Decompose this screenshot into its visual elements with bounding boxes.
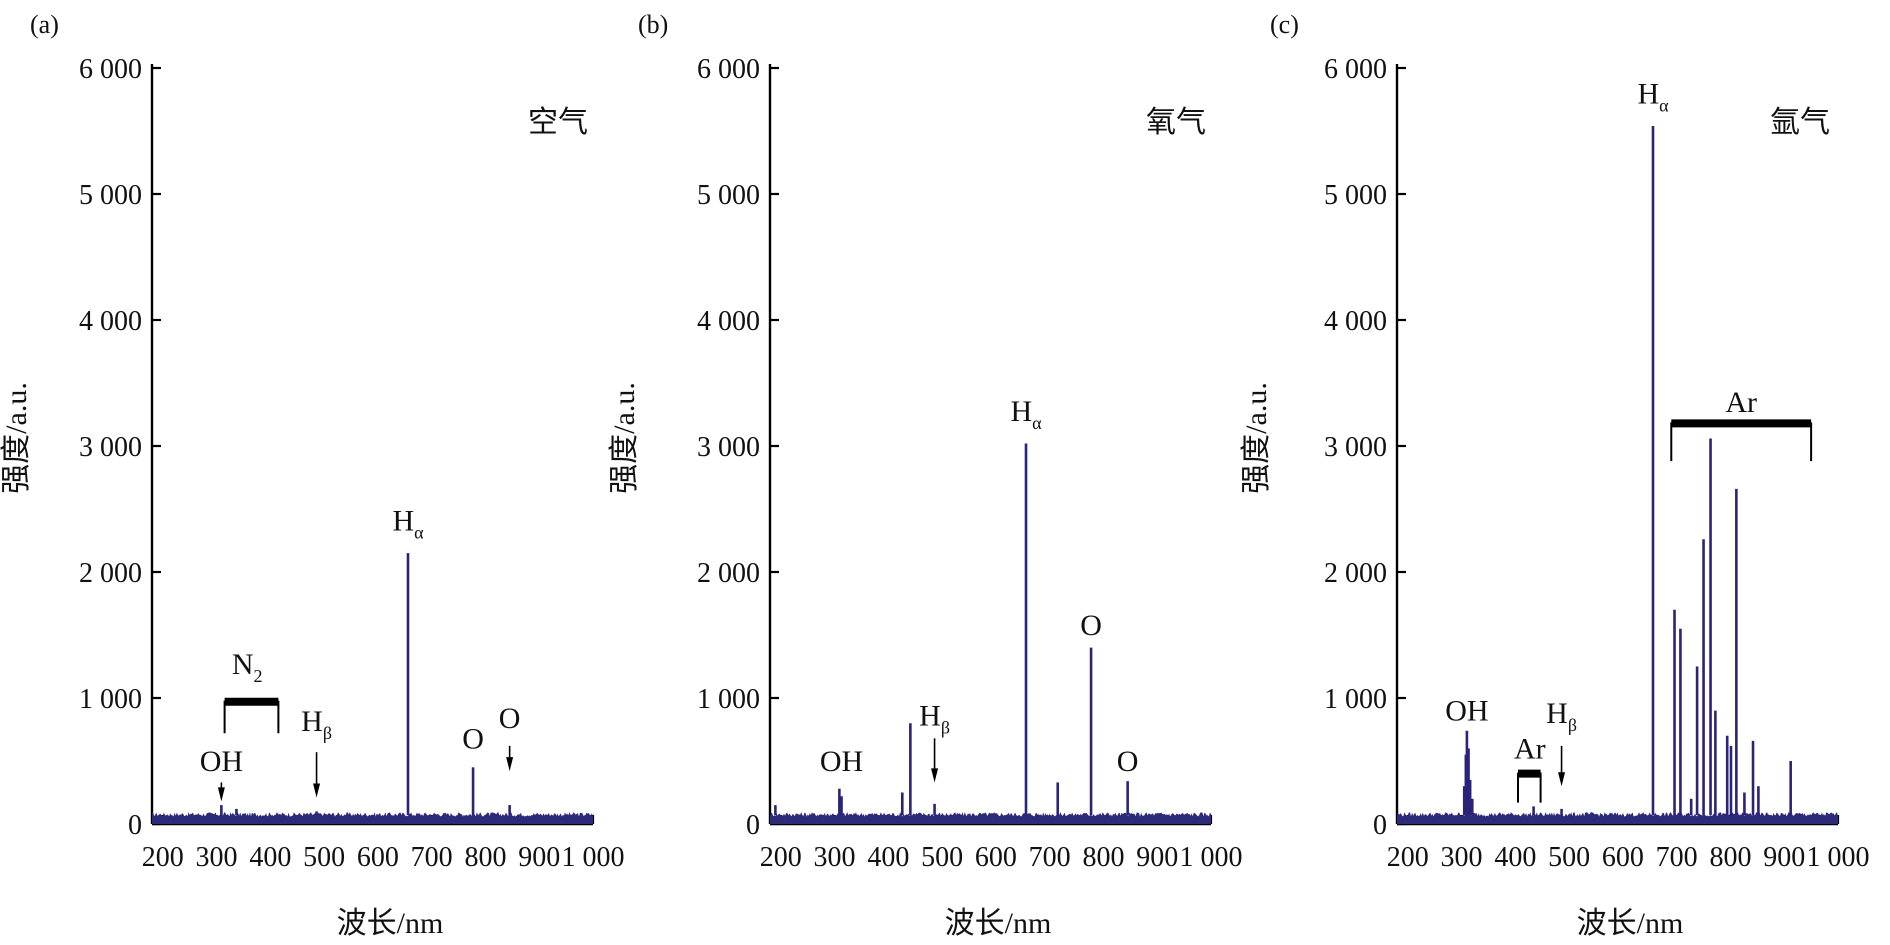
x-tick-label: 300: [196, 842, 238, 873]
legend-text: 空气: [528, 106, 588, 139]
y-tick-label: 6 000: [1324, 54, 1387, 85]
y-tick-label: 5 000: [79, 180, 142, 211]
y-tick-label: 2 000: [1324, 558, 1387, 589]
y-tick-label: 4 000: [697, 306, 760, 337]
peak-annotation: OH: [820, 745, 863, 778]
y-tick-label: 6 000: [697, 54, 760, 85]
y-axis-label: 强度/a.u.: [1240, 382, 1273, 494]
y-tick-label: 2 000: [697, 558, 760, 589]
panel-label: (c): [1270, 10, 1299, 39]
panel-a: (a) 空气 波长/nm 强度/a.u. 0 1 000 2 000 3 000 4 0…: [0, 10, 625, 940]
y-tick-label: 0: [128, 810, 142, 841]
arrow-head: [1558, 772, 1566, 787]
baseline-noise: [152, 812, 593, 824]
x-axis-label: 波长/nm: [945, 907, 1052, 940]
x-tick-label: 600: [357, 842, 399, 873]
legend-text: 氧气: [1146, 106, 1206, 139]
x-tick-label: 800: [1082, 842, 1124, 873]
x-tick-label: 1 000: [562, 842, 625, 873]
peak-annotation: Hβ: [1546, 697, 1577, 735]
x-tick-label: 800: [464, 842, 506, 873]
x-tick-label: 200: [760, 842, 802, 873]
peak-annotation: Hα: [392, 504, 424, 542]
x-tick-label: 500: [921, 842, 963, 873]
y-tick-label: 5 000: [1324, 180, 1387, 211]
arrow-head: [506, 757, 514, 772]
x-tick-label: 600: [975, 842, 1017, 873]
x-tick-label: 700: [1656, 842, 1698, 873]
y-tick-label: 1 000: [79, 684, 142, 715]
arrow-head: [931, 768, 939, 783]
peak-annotation: O: [1117, 745, 1139, 778]
peak-annotation: O: [1080, 609, 1102, 642]
peak-annotation: N2: [232, 648, 263, 686]
x-tick-label: 300: [814, 842, 856, 873]
x-axis-label: 波长/nm: [1577, 907, 1684, 940]
peak-annotation: OH: [200, 745, 243, 778]
bracket-outline: [223, 700, 280, 734]
x-tick-label: 500: [1548, 842, 1590, 873]
y-tick-label: 4 000: [1324, 306, 1387, 337]
x-tick-label: 300: [1441, 842, 1483, 873]
peak-annotation: Ar: [1514, 732, 1546, 765]
x-tick-label: 800: [1709, 842, 1751, 873]
x-tick-label: 200: [1387, 842, 1429, 873]
y-tick-label: 3 000: [79, 432, 142, 463]
x-tick-label: 700: [1029, 842, 1071, 873]
baseline-noise: [770, 812, 1211, 824]
bracket-outline: [1670, 422, 1813, 462]
y-tick-label: 2 000: [79, 558, 142, 589]
panel-label: (a): [30, 10, 59, 39]
panel-label: (b): [638, 10, 668, 39]
peak-annotation: O: [462, 722, 484, 755]
y-tick-label: 1 000: [697, 684, 760, 715]
y-tick-label: 5 000: [697, 180, 760, 211]
x-tick-label: 900: [1763, 842, 1805, 873]
arrow-head: [313, 783, 321, 798]
x-tick-label: 400: [1494, 842, 1536, 873]
y-axis-label: 强度/a.u.: [608, 382, 641, 494]
x-tick-label: 500: [303, 842, 345, 873]
x-tick-label: 1 000: [1180, 842, 1243, 873]
panel-b: (b) 氧气 波长/nm 强度/a.u. 0 1 000 2 000 3 000 4 0…: [608, 10, 1243, 940]
peak-annotation: Hα: [1010, 395, 1042, 433]
x-axis-label: 波长/nm: [337, 907, 444, 940]
y-tick-label: 0: [746, 810, 760, 841]
legend-text: 氩气: [1770, 106, 1830, 139]
x-tick-label: 200: [142, 842, 184, 873]
y-tick-label: 6 000: [79, 54, 142, 85]
peak-annotation: OH: [1445, 695, 1488, 728]
peak-annotation: Hβ: [301, 705, 332, 743]
bracket-outline: [1517, 772, 1542, 803]
peak-annotation: Ar: [1725, 386, 1757, 419]
y-tick-label: 0: [1373, 810, 1387, 841]
y-tick-label: 1 000: [1324, 684, 1387, 715]
x-tick-label: 1 000: [1807, 842, 1870, 873]
x-tick-label: 700: [411, 842, 453, 873]
arrow-head: [217, 787, 225, 802]
y-tick-label: 4 000: [79, 306, 142, 337]
peak-annotation: Hβ: [919, 700, 950, 738]
y-axis-label: 强度/a.u.: [0, 382, 33, 494]
panel-c: (c) 氩气 波长/nm 强度/a.u. 0 1 000 2 000 3 000 4 0…: [1240, 10, 1870, 940]
y-tick-label: 3 000: [1324, 432, 1387, 463]
x-tick-label: 400: [249, 842, 291, 873]
peak-annotation: O: [499, 702, 521, 735]
x-tick-label: 900: [1136, 842, 1178, 873]
x-tick-label: 900: [518, 842, 560, 873]
peak-annotation: Hα: [1637, 77, 1669, 115]
x-tick-label: 400: [867, 842, 909, 873]
y-tick-label: 3 000: [697, 432, 760, 463]
x-tick-label: 600: [1602, 842, 1644, 873]
